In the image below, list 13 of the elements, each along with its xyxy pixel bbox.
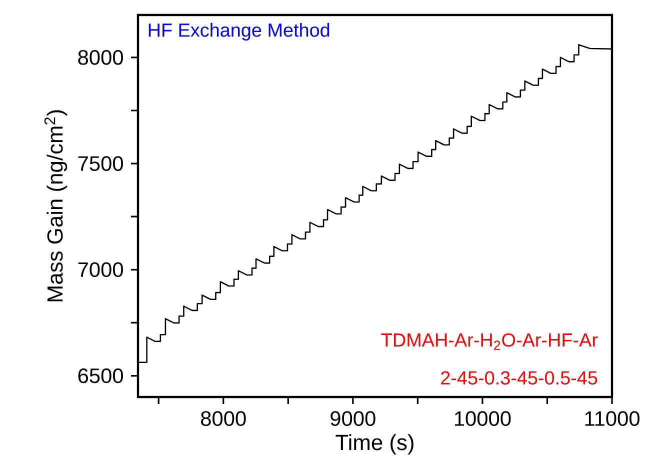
y-tick-label: 6500 [78,368,123,384]
y-tick-label: 8000 [78,50,123,65]
x-tick-label: 9000 [330,411,376,426]
y-tick-label: 7500 [78,156,123,171]
x-tick-label: 11000 [585,411,640,426]
y-tick-label: 7000 [78,262,123,278]
x-axis-title: Time (s) [336,434,414,455]
x-tick-label: 8000 [201,411,246,426]
annotation: HF Exchange Method [148,22,330,41]
annotation: 2-45-0.3-45-0.5-45 [441,371,598,385]
x-tick-label: 10000 [454,411,511,426]
y-axis-title: Mass Gain (ng/cm$^{2}$) [44,110,68,302]
annotation: TDMAH-Ar-H$_{2}$O-Ar-HF-Ar [381,333,598,350]
